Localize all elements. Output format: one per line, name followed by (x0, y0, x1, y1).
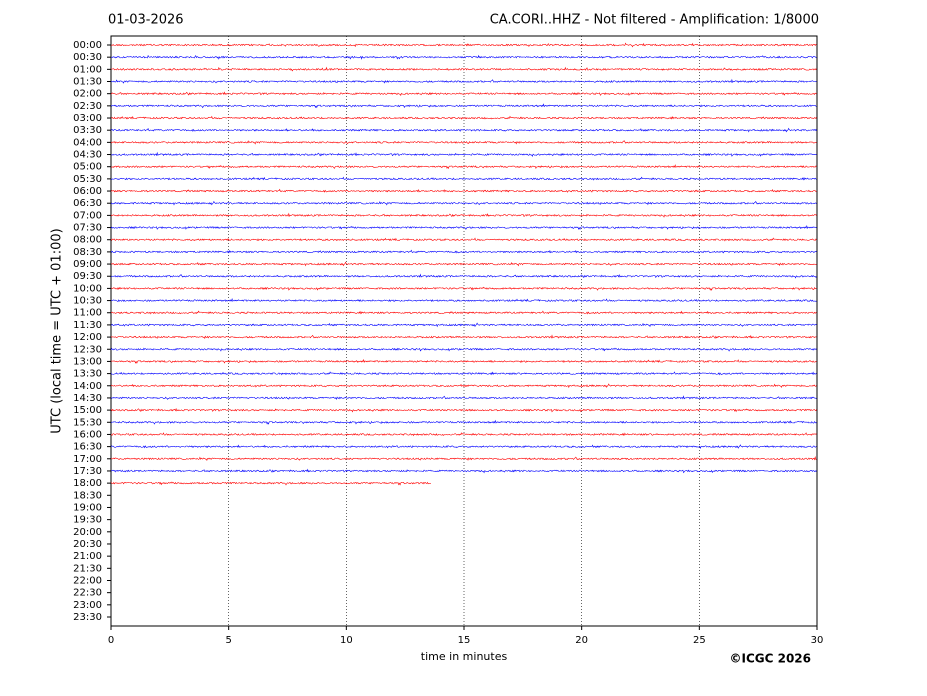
trace (110, 456, 817, 462)
y-tick-label: 10:00 (73, 283, 102, 294)
y-tick-label: 22:00 (73, 575, 102, 586)
y-tick-label: 12:00 (73, 332, 102, 343)
trace (110, 200, 817, 206)
copyright: ©ICGC 2026 (729, 652, 811, 666)
y-tick-label: 18:30 (73, 490, 102, 501)
trace (110, 54, 817, 60)
y-tick-label: 03:00 (73, 113, 102, 124)
y-tick-label: 23:30 (73, 612, 102, 623)
y-tick-label: 22:30 (73, 588, 102, 599)
y-tick-label: 20:30 (73, 539, 102, 550)
trace (110, 358, 817, 364)
y-tick-label: 00:00 (73, 40, 102, 51)
y-tick-label: 08:00 (73, 235, 102, 246)
trace (110, 176, 817, 181)
y-tick-label: 15:00 (73, 405, 102, 416)
y-tick-label: 05:00 (73, 162, 102, 173)
y-tick-label: 09:00 (73, 259, 102, 270)
y-tick-label: 23:00 (73, 600, 102, 611)
y-tick-label: 17:00 (73, 454, 102, 465)
trace (110, 286, 817, 291)
y-tick-label: 18:00 (73, 478, 102, 489)
trace (110, 407, 817, 413)
x-tick-label: 20 (575, 635, 588, 646)
y-tick-label: 21:00 (73, 551, 102, 562)
trace (110, 78, 817, 84)
trace (110, 444, 817, 449)
y-tick-label: 21:30 (73, 563, 102, 574)
trace (110, 224, 817, 231)
trace (110, 115, 817, 120)
x-tick-label: 5 (225, 635, 231, 646)
trace (110, 237, 817, 242)
trace (110, 151, 817, 157)
x-tick-label: 15 (458, 635, 471, 646)
trace (110, 432, 817, 437)
trace (110, 419, 817, 425)
x-tick-label: 10 (340, 635, 353, 646)
trace (110, 212, 817, 218)
y-tick-label: 12:30 (73, 344, 102, 355)
trace (111, 164, 817, 170)
x-tick-label: 0 (108, 635, 114, 646)
y-tick-label: 00:30 (73, 52, 102, 63)
y-tick-label: 19:30 (73, 515, 102, 526)
trace (110, 395, 817, 401)
y-tick-label: 10:30 (73, 296, 102, 307)
trace (110, 322, 817, 328)
y-tick-label: 16:30 (73, 442, 102, 453)
trace (110, 261, 817, 267)
y-tick-label: 07:30 (73, 223, 102, 234)
trace (110, 127, 817, 133)
trace (110, 310, 817, 315)
y-tick-label: 17:30 (73, 466, 102, 477)
y-tick-label: 01:00 (73, 64, 102, 75)
trace (110, 140, 817, 145)
x-tick-label: 25 (693, 635, 706, 646)
trace (110, 334, 817, 340)
x-tick-label: 30 (811, 635, 824, 646)
trace (110, 188, 817, 193)
y-tick-label: 20:00 (73, 527, 102, 538)
y-tick-label: 14:00 (73, 381, 102, 392)
y-tick-label: 13:00 (73, 356, 102, 367)
y-tick-label: 15:30 (73, 417, 102, 428)
y-tick-label: 09:30 (73, 271, 102, 282)
y-tick-label: 14:30 (73, 393, 102, 404)
y-tick-label: 16:00 (73, 429, 102, 440)
y-tick-label: 06:00 (73, 186, 102, 197)
trace (110, 249, 817, 254)
y-tick-label: 06:30 (73, 198, 102, 209)
trace (110, 273, 817, 279)
trace (110, 42, 817, 48)
y-tick-label: 07:00 (73, 210, 102, 221)
trace (110, 66, 817, 72)
y-tick-label: 13:30 (73, 369, 102, 380)
trace (110, 297, 817, 303)
y-tick-label: 05:30 (73, 174, 102, 185)
trace (110, 468, 817, 474)
trace (110, 103, 817, 109)
y-tick-label: 04:00 (73, 137, 102, 148)
y-tick-label: 19:00 (73, 502, 102, 513)
y-tick-label: 02:30 (73, 101, 102, 112)
x-axis-label: time in minutes (421, 650, 508, 663)
y-tick-label: 11:30 (73, 320, 102, 331)
trace (110, 347, 817, 352)
y-tick-label: 11:00 (73, 308, 102, 319)
y-tick-label: 03:30 (73, 125, 102, 136)
y-tick-label: 08:30 (73, 247, 102, 258)
y-tick-label: 02:00 (73, 89, 102, 100)
trace (110, 91, 817, 97)
y-tick-label: 04:30 (73, 150, 102, 161)
chart-title: CA.CORI..HHZ - Not filtered - Amplificat… (490, 13, 819, 28)
y-axis-label: UTC (local time = UTC + 01:00) (50, 228, 65, 433)
y-tick-label: 01:30 (73, 77, 102, 88)
trace (110, 383, 817, 389)
trace (110, 371, 817, 376)
date: 01-03-2026 (108, 13, 184, 28)
trace (110, 481, 431, 486)
